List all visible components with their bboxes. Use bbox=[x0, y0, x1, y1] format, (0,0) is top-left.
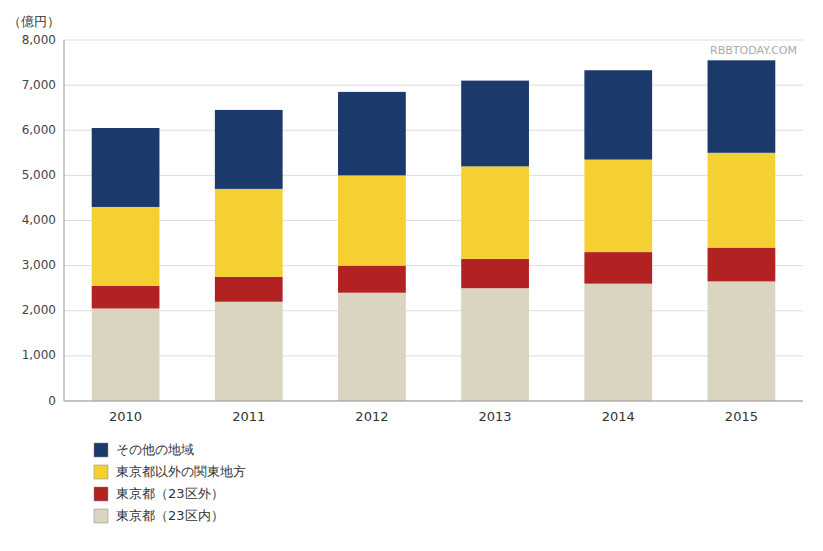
legend-label: 東京都（23区内） bbox=[116, 508, 224, 523]
bar-segment bbox=[92, 308, 160, 401]
bar-segment bbox=[338, 266, 406, 293]
y-tick-label: 8,000 bbox=[22, 33, 56, 47]
bar-segment bbox=[461, 166, 529, 259]
y-tick-label: 2,000 bbox=[22, 303, 56, 317]
x-tick-label: 2010 bbox=[109, 409, 142, 424]
grid-line bbox=[64, 265, 803, 266]
legend-swatch bbox=[94, 487, 108, 501]
x-tick-label: 2015 bbox=[725, 409, 758, 424]
y-tick-label: 4,000 bbox=[22, 213, 56, 227]
bar-segment bbox=[92, 128, 160, 207]
x-tick-label: 2011 bbox=[232, 409, 265, 424]
annotation: RBBTODAY.COM bbox=[710, 44, 797, 57]
y-tick-label: 6,000 bbox=[22, 123, 56, 137]
series bbox=[92, 248, 776, 309]
grid-line bbox=[64, 40, 803, 41]
x-tick-label: 2014 bbox=[602, 409, 635, 424]
chart: 0 1,000 2,000 3,000 4,000 5,000 6,000 7,000 8,00… bbox=[0, 0, 823, 551]
y-tick-label: 5,000 bbox=[22, 168, 56, 182]
grid-line bbox=[64, 310, 803, 311]
grid-line bbox=[64, 130, 803, 131]
x-axis-line bbox=[64, 401, 803, 402]
grid-line bbox=[64, 401, 803, 402]
legend-label: 東京都以外の関東地方 bbox=[116, 464, 246, 479]
y-axis-label: （億円） bbox=[8, 14, 60, 29]
chart-container: 0 1,000 2,000 3,000 4,000 5,000 6,000 7,000 8,00… bbox=[0, 0, 823, 551]
bar-segment bbox=[338, 92, 406, 175]
bar-segment bbox=[461, 288, 529, 401]
y-tick-label: 0 bbox=[48, 394, 56, 408]
series bbox=[92, 281, 776, 401]
legend-label: その他の地域 bbox=[116, 442, 194, 457]
bar-segment bbox=[708, 281, 776, 401]
grid-line bbox=[64, 175, 803, 176]
bar-segment bbox=[215, 189, 283, 277]
legend-label: 東京都（23区外） bbox=[116, 486, 224, 501]
grid-line bbox=[64, 85, 803, 86]
bar-segment bbox=[215, 277, 283, 302]
legend-swatch bbox=[94, 465, 108, 479]
bar-segment bbox=[338, 175, 406, 265]
bar-segment bbox=[338, 293, 406, 401]
x-axis: 2010 2011 2012 2013 2014 2015 bbox=[109, 409, 758, 424]
y-tick-label: 7,000 bbox=[22, 78, 56, 92]
y-axis-line bbox=[64, 40, 65, 401]
grid bbox=[64, 40, 803, 401]
bar-segment bbox=[461, 259, 529, 288]
series bbox=[92, 153, 776, 286]
bar-segment bbox=[92, 286, 160, 309]
bar-segment bbox=[708, 60, 776, 153]
legend: その他の地域東京都以外の関東地方東京都（23区外） 東京都（23区内） bbox=[94, 442, 246, 524]
bar-segment bbox=[708, 153, 776, 248]
grid-line bbox=[64, 220, 803, 221]
grid-line bbox=[64, 355, 803, 356]
x-tick-label: 2013 bbox=[479, 409, 512, 424]
bar-segment bbox=[584, 284, 652, 401]
bar-segment bbox=[584, 160, 652, 253]
bar-segment bbox=[584, 70, 652, 159]
y-tick-label: 1,000 bbox=[22, 348, 56, 362]
series bbox=[92, 60, 776, 207]
y-tick-label: 3,000 bbox=[22, 258, 56, 272]
bar-segment bbox=[584, 252, 652, 284]
x-tick-label: 2012 bbox=[355, 409, 388, 424]
bars bbox=[92, 60, 776, 401]
bar-segment bbox=[461, 81, 529, 167]
bar-segment bbox=[215, 110, 283, 189]
bar-segment bbox=[708, 248, 776, 282]
bar-segment bbox=[215, 302, 283, 401]
legend-swatch bbox=[94, 443, 108, 457]
bar-segment bbox=[92, 207, 160, 286]
y-axis: 0 1,000 2,000 3,000 4,000 5,000 6,000 7,000 8,00… bbox=[22, 33, 56, 408]
legend-swatch bbox=[94, 509, 108, 523]
